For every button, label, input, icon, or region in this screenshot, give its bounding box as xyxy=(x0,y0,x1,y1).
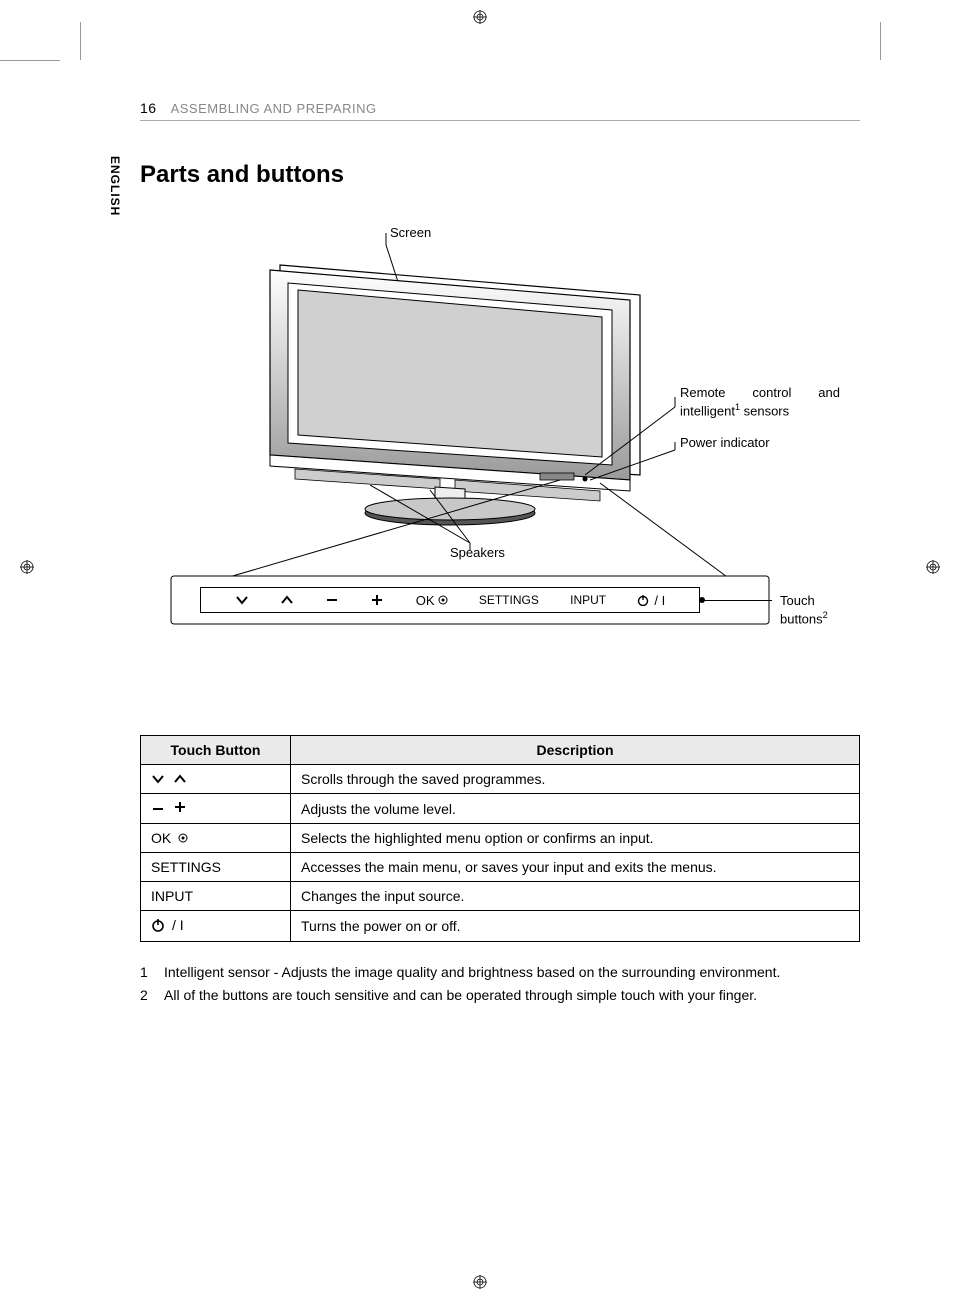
crop-line xyxy=(880,22,881,60)
page-title: Parts and buttons xyxy=(140,161,860,189)
button-cell-settings: SETTINGS xyxy=(141,853,291,882)
power-icon: / I xyxy=(637,593,665,608)
desc-cell: Changes the input source. xyxy=(291,882,860,911)
table-header-description: Description xyxy=(291,736,860,765)
plus-icon xyxy=(370,593,384,607)
button-cell-power: / I xyxy=(141,911,291,942)
footnote: 1 Intelligent sensor - Adjusts the image… xyxy=(140,962,860,983)
callout-power-indicator: Power indicator xyxy=(680,435,770,452)
footnote-text: All of the buttons are touch sensitive a… xyxy=(164,985,757,1006)
input-button-label: INPUT xyxy=(570,593,606,607)
table-row: Scrolls through the saved programmes. xyxy=(141,765,860,794)
button-cell-plusminus xyxy=(141,794,291,824)
table-row: / I Turns the power on or off. xyxy=(141,911,860,942)
footnote-number: 2 xyxy=(140,985,152,1006)
footnote: 2 All of the buttons are touch sensitive… xyxy=(140,985,860,1006)
table-header-button: Touch Button xyxy=(141,736,291,765)
ok-button-label: OK xyxy=(416,593,448,608)
callout-dot xyxy=(698,596,706,604)
button-description-table: Touch Button Description Scrolls through… xyxy=(140,735,860,942)
page-content: ENGLISH 16 ASSEMBLING AND PREPARING Part… xyxy=(140,100,860,1008)
chevron-down-icon xyxy=(151,774,165,784)
settings-button-label: SETTINGS xyxy=(479,593,539,607)
button-cell-input: INPUT xyxy=(141,882,291,911)
minus-icon xyxy=(151,804,165,814)
touch-button-panel: OK SETTINGS INPUT / I xyxy=(170,575,770,625)
table-row: SETTINGS Accesses the main menu, or save… xyxy=(141,853,860,882)
crop-line xyxy=(80,22,81,60)
table-row: INPUT Changes the input source. xyxy=(141,882,860,911)
page-number: 16 xyxy=(140,100,157,116)
registration-mark-left xyxy=(20,560,34,574)
registration-mark-right xyxy=(926,560,940,574)
section-name: ASSEMBLING AND PREPARING xyxy=(171,101,377,116)
callout-sensors: Remote control and intelligent1 sensors xyxy=(680,385,840,420)
callout-touch-buttons: Touch buttons2 xyxy=(780,593,840,628)
language-tab: ENGLISH xyxy=(108,156,122,216)
chevron-up-icon xyxy=(280,595,294,605)
callout-line xyxy=(590,442,680,482)
touch-button-row: OK SETTINGS INPUT / I xyxy=(200,587,700,613)
table-row: Adjusts the volume level. xyxy=(141,794,860,824)
desc-cell: Adjusts the volume level. xyxy=(291,794,860,824)
chevron-down-icon xyxy=(235,595,249,605)
crop-line xyxy=(0,60,60,61)
parts-diagram: Screen xyxy=(140,225,840,645)
registration-mark-bottom xyxy=(473,1275,487,1289)
desc-cell: Accesses the main menu, or saves your in… xyxy=(291,853,860,882)
footnotes: 1 Intelligent sensor - Adjusts the image… xyxy=(140,962,860,1006)
plus-icon xyxy=(173,800,187,814)
desc-cell: Scrolls through the saved programmes. xyxy=(291,765,860,794)
button-cell-ok: OK xyxy=(141,824,291,853)
power-icon: / I xyxy=(151,917,184,933)
footnote-number: 1 xyxy=(140,962,152,983)
chevron-up-icon xyxy=(173,774,187,784)
desc-cell: Turns the power on or off. xyxy=(291,911,860,942)
page-header: 16 ASSEMBLING AND PREPARING xyxy=(140,100,860,121)
zoom-lines xyxy=(200,480,740,590)
callout-line xyxy=(702,600,772,601)
table-row: OK Selects the highlighted menu option o… xyxy=(141,824,860,853)
registration-mark-top xyxy=(473,10,487,24)
desc-cell: Selects the highlighted menu option or c… xyxy=(291,824,860,853)
button-cell-chevrons xyxy=(141,765,291,794)
footnote-text: Intelligent sensor - Adjusts the image q… xyxy=(164,962,780,983)
minus-icon xyxy=(325,595,339,605)
